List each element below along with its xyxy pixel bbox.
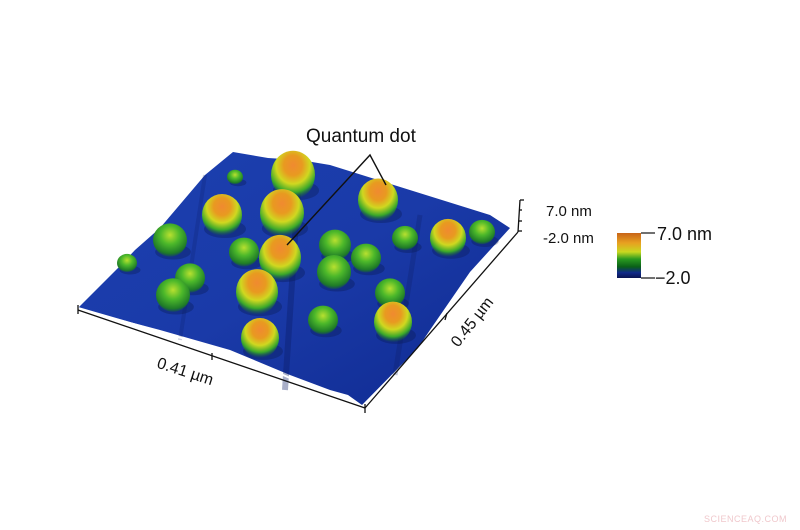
z-scale-top-label: 7.0 nm (546, 203, 592, 220)
quantum-dot (430, 218, 466, 258)
quantum-dot (351, 243, 381, 273)
quantum-dot (153, 223, 187, 257)
sample-surface (78, 152, 510, 405)
quantum-dot (317, 255, 351, 289)
quantum-dot (375, 278, 405, 308)
quantum-dot (236, 269, 278, 315)
quantum-dot (156, 278, 190, 312)
quantum-dot (319, 229, 351, 261)
quantum-dot (229, 237, 259, 267)
colorbar-max-label: 7.0 nm (657, 224, 713, 244)
quantum-dot (260, 189, 304, 237)
quantum-dot (241, 318, 279, 358)
quantum-dot (358, 178, 398, 222)
quantum-dot-annotation: Quantum dot (306, 126, 416, 147)
quantum-dot (469, 219, 495, 245)
x-axis (77, 305, 366, 413)
annotation-pointer (286, 153, 387, 246)
quantum-dot (117, 253, 137, 273)
quantum-dot (227, 169, 243, 185)
watermark: SCIENCEAQ.COM (704, 514, 788, 524)
quantum-dot (271, 150, 315, 200)
quantum-dot (392, 225, 418, 251)
z-scale-bottom-label: -2.0 nm (543, 230, 594, 247)
quantum-dot (259, 234, 301, 282)
quantum-dot (374, 301, 412, 343)
quantum-dot (202, 194, 242, 236)
colorbar (617, 232, 655, 279)
y-axis (364, 231, 519, 409)
quantum-dot (308, 305, 338, 335)
colorbar-min-label: −2.0 (655, 268, 691, 288)
z-axis (517, 199, 524, 233)
quantum-dots (117, 150, 499, 360)
